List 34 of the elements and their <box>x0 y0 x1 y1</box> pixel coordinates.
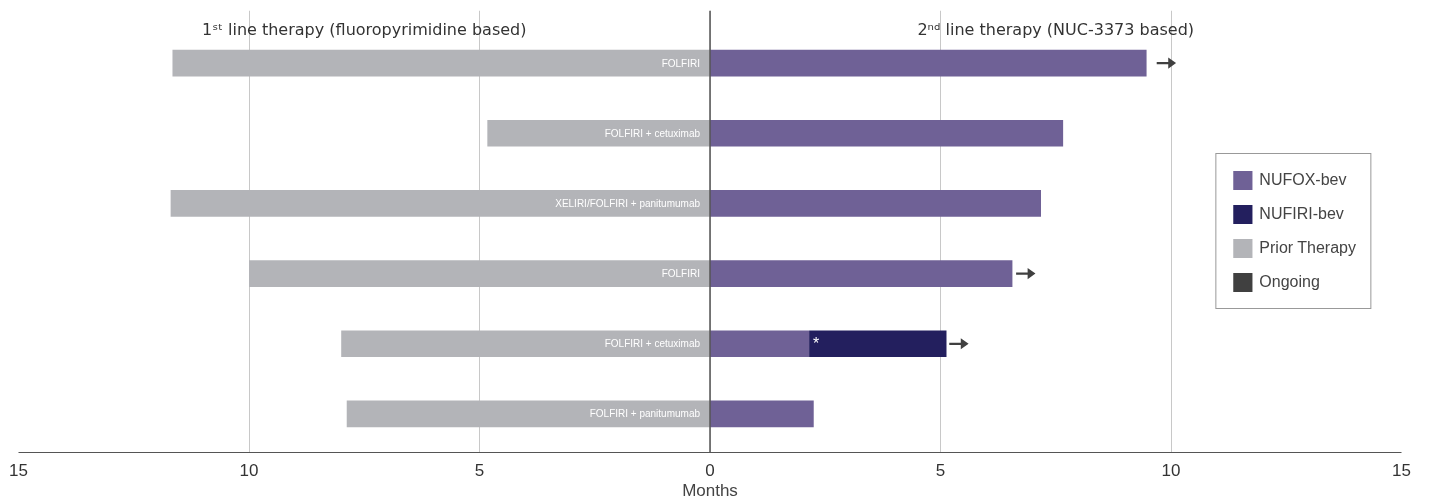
data-label: * <box>813 335 820 353</box>
bar <box>710 330 810 358</box>
bar <box>249 260 710 287</box>
x-axis-title: Months <box>682 480 738 500</box>
data-label: FOLFIRI + cetuximab <box>604 127 701 139</box>
bar <box>346 400 710 428</box>
bar <box>487 119 710 147</box>
data-label: FOLFIRI <box>661 57 701 69</box>
annotation: 2ⁿᵈ line therapy (NUC-3373 based) <box>917 19 1195 39</box>
x-tick-label: 15 <box>9 460 28 480</box>
data-label: FOLFIRI + panitumumab <box>589 408 701 420</box>
x-tick-label: 5 <box>935 460 946 480</box>
x-tick-label: 0 <box>705 460 715 480</box>
bar <box>710 190 1041 217</box>
legend-label: Prior Therapy <box>1259 239 1356 257</box>
data-label: FOLFIRI + cetuximab <box>604 338 701 350</box>
bar <box>710 49 1147 77</box>
bar <box>710 400 814 428</box>
data-label: XELIRI/FOLFIRI + panitumumab <box>555 197 701 209</box>
legend-label: NUFIRI-bev <box>1259 205 1344 223</box>
bar <box>809 330 947 358</box>
data-label: FOLFIRI <box>661 268 701 280</box>
bar <box>170 190 710 217</box>
x-tick-label: 10 <box>1161 460 1181 480</box>
bar <box>710 119 1064 147</box>
bar <box>710 260 1013 287</box>
x-tick-label: 15 <box>1392 460 1411 480</box>
annotation: 1ˢᵗ line therapy (fluoropyrimidine based) <box>202 19 527 39</box>
bar <box>172 49 710 77</box>
x-tick-label: 5 <box>474 460 485 480</box>
legend-label: Ongoing <box>1259 273 1320 291</box>
legend-label: NUFOX-bev <box>1259 171 1347 189</box>
x-tick-label: 10 <box>239 460 259 480</box>
bar <box>341 330 710 358</box>
